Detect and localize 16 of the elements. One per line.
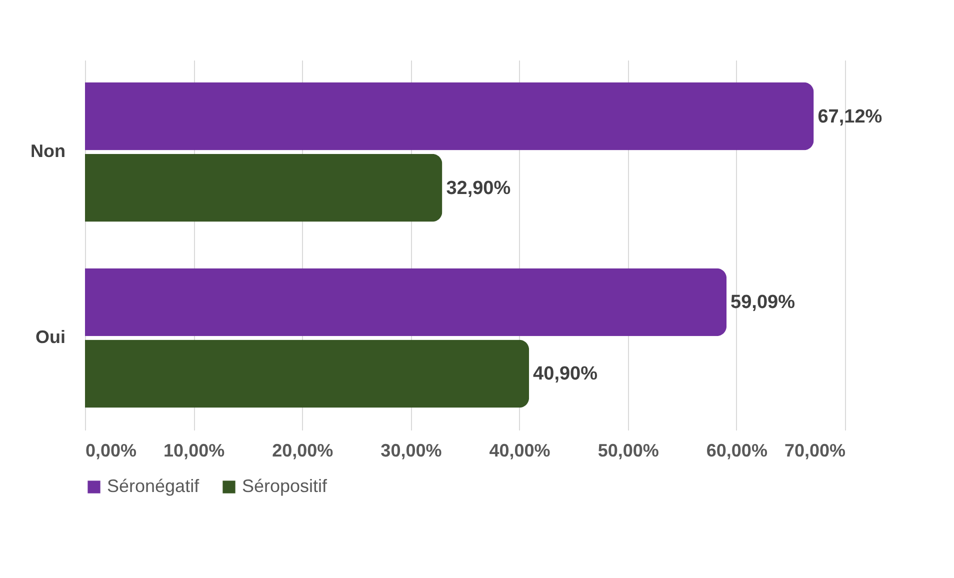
x-tick-label: 0,00%	[86, 440, 137, 460]
x-tick-label: 20,00%	[272, 440, 334, 460]
y-tick-label: Non	[30, 141, 66, 162]
data-label: 32,90%	[446, 178, 511, 199]
data-label: 59,09%	[730, 292, 796, 314]
data-label: 40,90%	[533, 364, 598, 385]
x-tick-label: 40,00%	[489, 440, 550, 460]
x-tick-label: 10,00%	[164, 440, 225, 460]
x-tick-label: 30,00%	[380, 440, 442, 460]
x-tick-label: 70,00%	[784, 440, 846, 460]
x-tick-label: 60,00%	[706, 440, 768, 460]
x-tick-label: 50,00%	[598, 440, 659, 460]
legend-label: Séropositif	[242, 476, 328, 496]
y-tick-label: Oui	[36, 326, 66, 347]
data-label: 67,12%	[818, 106, 882, 128]
legend-label: Séronégatif	[107, 476, 200, 496]
